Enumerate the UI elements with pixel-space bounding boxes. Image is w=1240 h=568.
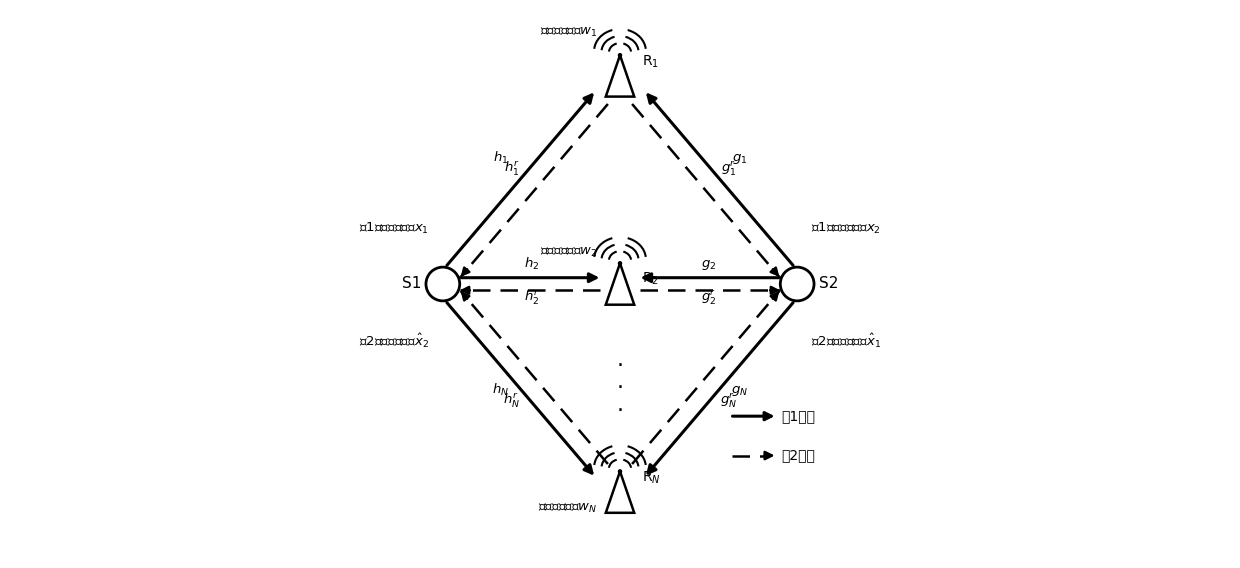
Circle shape: [427, 267, 460, 301]
Text: $h_1^r$: $h_1^r$: [503, 159, 520, 177]
Circle shape: [619, 262, 621, 265]
Text: $h_1$: $h_1$: [492, 150, 508, 166]
Text: 波束向量系数$w_1$: 波束向量系数$w_1$: [539, 26, 598, 39]
Text: 波束向量系数$w_2$: 波束向量系数$w_2$: [539, 245, 598, 258]
Polygon shape: [606, 471, 634, 513]
Text: R$_N$: R$_N$: [642, 470, 661, 486]
Text: R$_2$: R$_2$: [642, 270, 660, 287]
Text: $h_2^r$: $h_2^r$: [523, 289, 539, 307]
Text: $h_2$: $h_2$: [523, 256, 539, 272]
Text: 第2时隙: 第2时隙: [781, 449, 815, 462]
Text: 第1时隙: 第1时隙: [781, 409, 816, 423]
Text: ·: ·: [616, 378, 624, 398]
Text: $h_N$: $h_N$: [492, 382, 508, 398]
Text: $h_N^r$: $h_N^r$: [503, 391, 521, 410]
Text: 第2时隙检测信号$\hat{x}_2$: 第2时隙检测信号$\hat{x}_2$: [358, 332, 429, 350]
Text: $g_N^r$: $g_N^r$: [719, 391, 737, 410]
Text: $g_1^r$: $g_1^r$: [720, 159, 737, 177]
Text: 第1时隙发射信号$x_2$: 第1时隙发射信号$x_2$: [811, 221, 882, 236]
Circle shape: [619, 53, 621, 57]
Text: ·: ·: [616, 400, 624, 420]
Text: S1: S1: [402, 277, 422, 291]
Text: 第1时隙发射信号$x_1$: 第1时隙发射信号$x_1$: [358, 221, 429, 236]
Text: $g_2$: $g_2$: [701, 258, 717, 272]
Text: S2: S2: [818, 277, 838, 291]
Text: R$_1$: R$_1$: [642, 53, 660, 70]
Circle shape: [780, 267, 813, 301]
Text: $g_2^r$: $g_2^r$: [701, 289, 717, 307]
Polygon shape: [606, 55, 634, 97]
Text: 第2时隙检测信号$\hat{x}_1$: 第2时隙检测信号$\hat{x}_1$: [811, 332, 882, 350]
Polygon shape: [606, 264, 634, 304]
Text: $g_N$: $g_N$: [730, 384, 748, 398]
Text: $g_1$: $g_1$: [732, 152, 748, 166]
Text: 波束向量系数$w_N$: 波束向量系数$w_N$: [538, 502, 598, 515]
Text: ·: ·: [616, 356, 624, 375]
Circle shape: [619, 470, 621, 473]
